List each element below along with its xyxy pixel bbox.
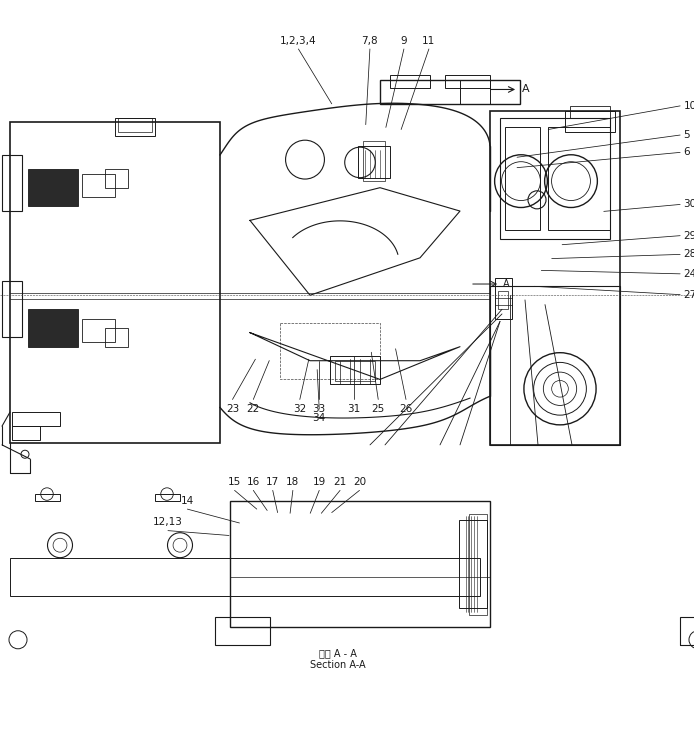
Bar: [115, 117, 155, 137]
Text: 19: 19: [312, 477, 326, 487]
Text: A: A: [503, 279, 509, 289]
Text: 21: 21: [333, 477, 347, 487]
Text: 22: 22: [246, 404, 260, 413]
Bar: [28, 309, 78, 347]
Text: 7,8: 7,8: [362, 36, 378, 46]
Text: 27: 27: [684, 289, 694, 300]
Bar: [28, 169, 78, 206]
Text: 11: 11: [422, 36, 436, 46]
Bar: [490, 286, 620, 445]
Text: 33: 33: [312, 404, 326, 413]
Bar: [445, 76, 490, 88]
Text: 24: 24: [684, 269, 694, 279]
Bar: [118, 117, 152, 131]
Text: 34: 34: [312, 413, 326, 424]
Text: 断面 A - A: 断面 A - A: [319, 648, 357, 657]
Bar: [230, 501, 490, 627]
Bar: [12, 426, 40, 440]
Bar: [548, 127, 610, 230]
Text: 9: 9: [400, 36, 407, 46]
Bar: [680, 617, 694, 645]
Text: 23: 23: [226, 404, 239, 413]
Bar: [105, 328, 128, 347]
Bar: [330, 356, 380, 384]
Bar: [490, 111, 620, 445]
Bar: [82, 318, 115, 342]
Bar: [12, 412, 60, 426]
Bar: [505, 127, 540, 230]
Text: 10: 10: [684, 101, 694, 111]
Bar: [495, 278, 512, 318]
Text: 31: 31: [347, 404, 361, 413]
Bar: [565, 111, 615, 131]
Text: 12,13: 12,13: [153, 517, 183, 527]
Bar: [335, 361, 375, 381]
Bar: [469, 513, 486, 614]
Text: 20: 20: [353, 477, 366, 487]
Bar: [459, 520, 486, 608]
Bar: [105, 169, 128, 188]
Text: 29: 29: [684, 231, 694, 240]
Bar: [498, 291, 508, 309]
Text: 25: 25: [371, 404, 385, 413]
Text: A: A: [522, 85, 530, 94]
Bar: [460, 80, 490, 103]
Text: 6: 6: [684, 148, 691, 157]
Bar: [155, 493, 180, 501]
Bar: [35, 493, 60, 501]
Bar: [380, 80, 520, 103]
Text: Section A-A: Section A-A: [310, 660, 366, 669]
Bar: [500, 117, 610, 239]
Text: 28: 28: [684, 249, 694, 260]
Text: 26: 26: [399, 404, 413, 413]
Bar: [358, 145, 390, 178]
Text: 14: 14: [180, 496, 194, 505]
Text: 17: 17: [266, 477, 280, 487]
Bar: [2, 281, 22, 338]
Text: 32: 32: [293, 404, 307, 413]
Bar: [2, 155, 22, 211]
Bar: [10, 122, 220, 443]
Text: 15: 15: [228, 477, 242, 487]
Text: 1,2,3,4: 1,2,3,4: [280, 36, 316, 46]
Text: 18: 18: [286, 477, 300, 487]
Bar: [82, 174, 115, 197]
Bar: [570, 106, 610, 117]
Text: 5: 5: [684, 130, 691, 140]
Text: 16: 16: [246, 477, 260, 487]
Bar: [10, 558, 480, 596]
Bar: [215, 617, 270, 645]
Bar: [280, 324, 380, 379]
Bar: [363, 141, 385, 181]
Bar: [390, 76, 430, 88]
Text: 30: 30: [684, 200, 694, 209]
